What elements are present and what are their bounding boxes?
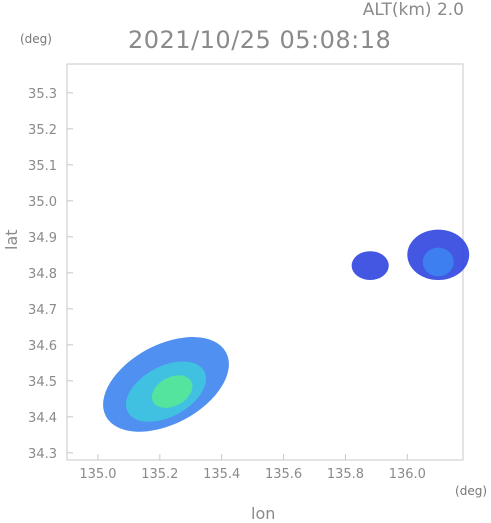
echo-east-core bbox=[422, 247, 454, 277]
y-tick-label: 34.4 bbox=[28, 411, 57, 426]
echo-mid-cluster bbox=[351, 251, 389, 280]
y-tick-label: 35.0 bbox=[28, 195, 57, 210]
x-tick-group: 135.0 135.2 135.4 135.6 135.8 136.0 bbox=[79, 454, 426, 482]
x-axis-label: lon bbox=[251, 504, 276, 523]
echo-layer bbox=[103, 229, 470, 432]
y-tick-label: 34.7 bbox=[28, 303, 57, 318]
x-tick-label: 136.0 bbox=[389, 467, 426, 482]
y-tick-label: 34.3 bbox=[28, 447, 57, 462]
x-tick-label: 135.2 bbox=[141, 467, 178, 482]
x-tick-label: 135.4 bbox=[203, 467, 240, 482]
x-tick-label: 135.8 bbox=[327, 467, 364, 482]
y-tick-label: 35.3 bbox=[28, 87, 57, 102]
y-tick-label: 34.6 bbox=[28, 339, 57, 354]
y-tick-label: 34.9 bbox=[28, 231, 57, 246]
timestamp: 2021/10/25 05:08:18 bbox=[128, 26, 392, 54]
y-tick-label: 34.8 bbox=[28, 267, 57, 282]
altitude-label: ALT(km) 2.0 bbox=[362, 0, 464, 20]
y-tick-label: 34.5 bbox=[28, 375, 57, 390]
lat-unit-label: (deg) bbox=[20, 32, 52, 46]
x-tick-label: 135.0 bbox=[79, 467, 116, 482]
y-tick-label: 35.2 bbox=[28, 123, 57, 138]
y-tick-label: 35.1 bbox=[28, 159, 57, 174]
x-tick-label: 135.6 bbox=[265, 467, 302, 482]
echo-southwest-peak bbox=[151, 375, 193, 408]
lon-unit-label: (deg) bbox=[455, 484, 487, 498]
y-tick-group: 34.3 34.4 34.5 34.6 34.7 34.8 34.9 35.0 35.1 35.2… bbox=[28, 87, 73, 462]
